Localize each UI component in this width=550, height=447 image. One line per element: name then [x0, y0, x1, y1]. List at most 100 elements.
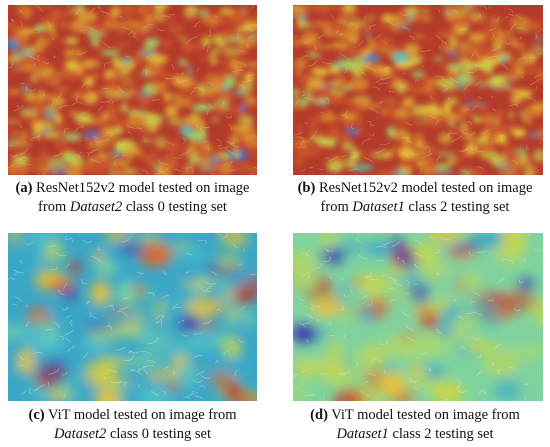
- texture-fiber: [419, 167, 423, 174]
- heatmap-blob: [184, 86, 189, 96]
- texture-fiber: [11, 18, 14, 23]
- texture-fiber: [402, 151, 410, 159]
- texture-fiber: [47, 368, 60, 375]
- heatmap-blob: [461, 91, 474, 95]
- heatmap-blob: [251, 152, 257, 158]
- texture-fiber: [478, 13, 481, 18]
- texture-fiber: [378, 82, 389, 85]
- heatmap-blob: [473, 116, 482, 123]
- heatmap-blob: [307, 49, 317, 55]
- texture-fiber: [350, 289, 354, 294]
- texture-fiber: [8, 153, 18, 157]
- texture-fiber: [293, 14, 297, 19]
- heatmap-blob: [329, 92, 344, 105]
- heatmap-blob: [392, 113, 413, 120]
- texture-fiber: [217, 144, 223, 148]
- heatmap-blob: [76, 12, 93, 21]
- heatmap-blob: [65, 167, 82, 175]
- heatmap-blob: [198, 8, 210, 18]
- texture-fiber: [419, 351, 429, 355]
- texture-fiber: [199, 385, 206, 389]
- caption-b: (b) ResNet152v2 model tested on image fr…: [280, 179, 550, 217]
- heatmap-blob: [297, 139, 310, 145]
- heatmap-blob: [424, 313, 438, 331]
- texture-fiber: [162, 270, 167, 275]
- texture-fiber: [48, 381, 50, 388]
- heatmap-blob: [17, 347, 35, 375]
- texture-fiber: [421, 49, 432, 52]
- texture-fiber: [103, 376, 107, 380]
- caption-c: (c) ViT model tested on image from Datas…: [0, 406, 265, 444]
- heatmap-blob: [112, 350, 132, 359]
- texture-fiber: [401, 26, 411, 33]
- texture-fiber: [460, 27, 468, 31]
- caption-dataset-c: Dataset2: [53, 426, 107, 442]
- heatmap-blob: [445, 97, 460, 105]
- heatmap-blob: [536, 68, 543, 82]
- heatmap-blob: [245, 62, 257, 67]
- heatmap-blob: [438, 132, 453, 145]
- heatmap-blob: [497, 30, 503, 37]
- texture-fiber: [460, 146, 469, 152]
- texture-fiber: [488, 5, 491, 10]
- texture-fiber: [355, 399, 357, 401]
- texture-fiber: [128, 350, 139, 354]
- texture-fiber: [527, 233, 530, 236]
- texture-fiber: [364, 271, 373, 278]
- texture-fiber: [118, 85, 125, 93]
- texture-fiber: [13, 105, 24, 112]
- texture-fiber: [41, 60, 50, 65]
- texture-fiber: [225, 115, 232, 119]
- heatmap-blob: [352, 56, 365, 66]
- texture-fiber: [534, 247, 543, 251]
- heatmap-blob: [197, 83, 207, 96]
- texture-fiber: [52, 171, 58, 174]
- heatmap-blob: [204, 90, 222, 99]
- texture-fiber: [131, 369, 143, 376]
- texture-fiber: [385, 341, 388, 347]
- heatmap-blob: [440, 66, 446, 72]
- texture-fiber: [341, 277, 344, 280]
- heatmap-blob: [425, 331, 444, 359]
- texture-fiber: [91, 256, 103, 263]
- heatmap-blob: [398, 127, 407, 137]
- heatmap-blob: [447, 248, 477, 259]
- texture-fiber: [340, 154, 347, 158]
- texture-fiber: [50, 101, 55, 107]
- heatmap-blob: [392, 169, 409, 175]
- texture-fiber: [49, 267, 58, 270]
- texture-fiber: [64, 330, 74, 336]
- texture-fiber: [193, 331, 204, 335]
- heatmap-blob: [161, 155, 177, 164]
- texture-fiber: [142, 136, 146, 143]
- heatmap-blob: [401, 377, 424, 386]
- texture-fiber: [326, 249, 334, 252]
- texture-fiber: [97, 246, 102, 251]
- heatmap-blob: [434, 163, 452, 170]
- heatmap-blob: [439, 46, 457, 51]
- heatmap-blob: [83, 76, 95, 87]
- heatmap-blob: [8, 40, 20, 50]
- texture-fiber: [322, 256, 332, 262]
- texture-fiber: [13, 271, 20, 276]
- texture-fiber: [310, 303, 321, 308]
- heatmap-blob: [71, 93, 81, 99]
- texture-fiber: [103, 304, 114, 308]
- heatmap-blob: [301, 31, 320, 43]
- texture-fiber: [538, 138, 543, 144]
- heatmap-blob: [32, 76, 49, 83]
- texture-fiber: [501, 134, 506, 139]
- texture-fiber: [139, 350, 151, 355]
- texture-fiber: [321, 263, 324, 266]
- heatmap-blob: [177, 313, 200, 331]
- heatmap-blob: [108, 151, 127, 156]
- heatmap-blob: [447, 62, 469, 71]
- heatmap-blob: [163, 38, 172, 49]
- heatmap-blob: [308, 122, 318, 131]
- texture-fiber: [343, 293, 348, 298]
- texture-fiber: [364, 15, 368, 19]
- texture-fiber: [381, 275, 385, 277]
- texture-fiber: [182, 138, 186, 144]
- heatmap-blob: [166, 281, 196, 307]
- heatmap-blob: [324, 111, 333, 116]
